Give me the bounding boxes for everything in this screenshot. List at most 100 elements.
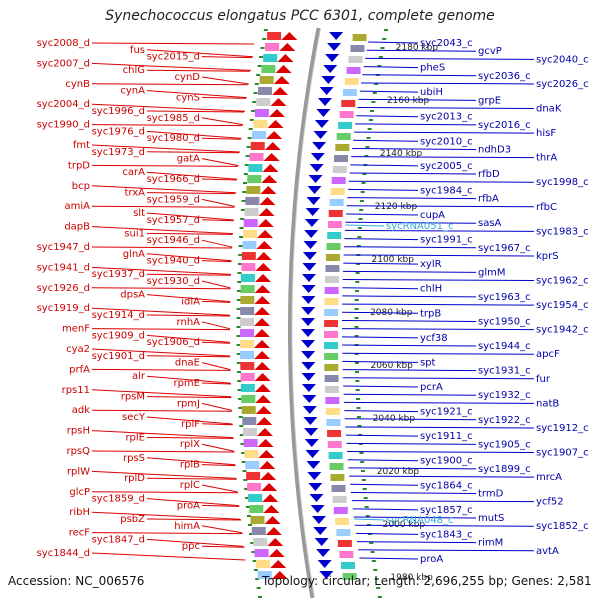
reverse-feature-block	[325, 254, 340, 261]
forward-gene-leader	[146, 192, 236, 195]
forward-gene-arrow	[260, 186, 277, 194]
tick-ring-outer	[245, 155, 250, 157]
reverse-gene-leader	[346, 442, 477, 445]
tick-ring-inner	[362, 173, 367, 175]
tick-ring-inner	[354, 308, 359, 310]
reverse-gene-label: syc1911_c	[420, 431, 473, 442]
reverse-feature-block	[327, 221, 342, 228]
forward-gene-arrow	[254, 285, 271, 293]
tick-ring-outer	[240, 218, 245, 220]
reverse-gene-label: trmD	[478, 488, 504, 499]
tick-ring-outer	[237, 272, 242, 274]
reverse-gene-label: chlH	[420, 284, 442, 295]
forward-gene-arrow	[264, 142, 281, 150]
reverse-feature-block	[331, 485, 346, 492]
forward-gene-label: chlG	[123, 65, 145, 76]
reverse-gene-arrow	[301, 307, 316, 315]
forward-gene-label: secY	[122, 412, 146, 423]
reverse-gene-arrow	[301, 384, 316, 392]
reverse-gene-leader	[352, 508, 419, 511]
reverse-gene-leader	[342, 336, 419, 339]
reverse-feature-block	[327, 430, 342, 437]
reverse-gene-arrow	[309, 494, 324, 502]
forward-gene-label: syc1847_d	[92, 534, 145, 545]
forward-gene-leader	[91, 328, 231, 331]
reverse-gene-leader	[348, 180, 535, 183]
reverse-gene-leader	[365, 57, 535, 60]
forward-gene-leader	[201, 158, 239, 167]
forward-gene-leader	[146, 253, 232, 262]
tick-ring-inner	[378, 56, 383, 58]
forward-gene-arrow	[254, 373, 271, 381]
tick-ring-outer	[245, 506, 250, 508]
reverse-gene-arrow	[316, 109, 331, 117]
tick-ring-outer	[243, 479, 248, 481]
forward-gene-arrow	[272, 87, 289, 95]
reverse-gene-label: avtA	[536, 546, 559, 557]
reverse-gene-arrow	[310, 505, 325, 513]
tick-ring-inner	[359, 452, 364, 454]
forward-gene-arrow	[254, 340, 271, 348]
tick-ring-outer	[237, 398, 242, 400]
reverse-feature-block	[342, 573, 357, 580]
forward-gene-label: idiA	[181, 296, 200, 307]
forward-gene-leader	[201, 341, 231, 344]
reverse-gene-leader	[354, 524, 535, 527]
forward-gene-leader	[146, 457, 236, 466]
tick-ring-outer	[260, 47, 265, 49]
reverse-gene-arrow	[301, 351, 316, 359]
reverse-gene-leader	[345, 426, 535, 429]
reverse-gene-label: rfbA	[478, 194, 499, 205]
forward-feature-block	[241, 395, 256, 403]
reverse-gene-label: ubiH	[420, 87, 443, 98]
forward-feature-block	[265, 43, 280, 51]
forward-gene-leader	[146, 375, 231, 384]
forward-feature-block	[245, 197, 260, 205]
forward-gene-arrow	[258, 450, 275, 458]
forward-gene-arrow	[265, 527, 282, 535]
forward-gene-leader	[91, 246, 232, 249]
tick-ring-outer	[253, 569, 258, 571]
forward-feature-block	[254, 109, 269, 117]
reverse-gene-label: syc1950_c	[478, 316, 531, 327]
forward-gene-label: syc1930_d	[147, 276, 200, 287]
forward-feature-block	[244, 450, 259, 458]
forward-gene-label: syc1976_d	[92, 126, 145, 137]
tick-ring-outer	[238, 245, 243, 247]
forward-gene-leader	[201, 504, 240, 507]
reverse-gene-label: glmM	[478, 267, 506, 278]
reverse-feature-block	[324, 331, 339, 338]
reverse-gene-leader	[349, 475, 535, 478]
reverse-feature-block	[331, 177, 346, 184]
forward-feature-block	[261, 65, 276, 73]
reverse-gene-label: syc2040_c	[536, 54, 589, 65]
forward-feature-block	[245, 461, 260, 469]
tick-ring-outer	[257, 65, 262, 67]
reverse-gene-label: syc1922_c	[478, 415, 531, 426]
reverse-gene-label: ycf52	[536, 497, 564, 508]
tick-ring-outer	[236, 326, 241, 328]
forward-gene-arrow	[267, 120, 284, 128]
forward-gene-label: syc1937_d	[92, 269, 145, 280]
reverse-feature-block	[337, 540, 352, 547]
forward-feature-block	[240, 362, 255, 370]
reverse-feature-block	[324, 386, 339, 393]
tick-ring-inner	[357, 236, 362, 238]
reverse-gene-leader	[355, 123, 477, 126]
forward-gene-arrow	[254, 351, 271, 359]
tick-ring-outer	[252, 560, 257, 562]
tick-ring-inner	[355, 389, 360, 391]
reverse-feature-block	[352, 34, 367, 41]
forward-gene-arrow	[255, 263, 272, 271]
reverse-gene-leader	[342, 270, 477, 273]
forward-gene-leader	[201, 137, 241, 140]
reverse-feature-block	[327, 232, 342, 239]
forward-feature-block	[240, 296, 255, 304]
tick-ring-outer	[242, 470, 247, 472]
reverse-gene-label: trpB	[420, 308, 441, 319]
forward-gene-leader	[146, 314, 231, 317]
forward-feature-block	[242, 428, 257, 436]
forward-gene-label: fus	[130, 45, 145, 56]
forward-gene-label: syc1957_d	[147, 215, 200, 226]
forward-gene-leader	[91, 164, 238, 167]
